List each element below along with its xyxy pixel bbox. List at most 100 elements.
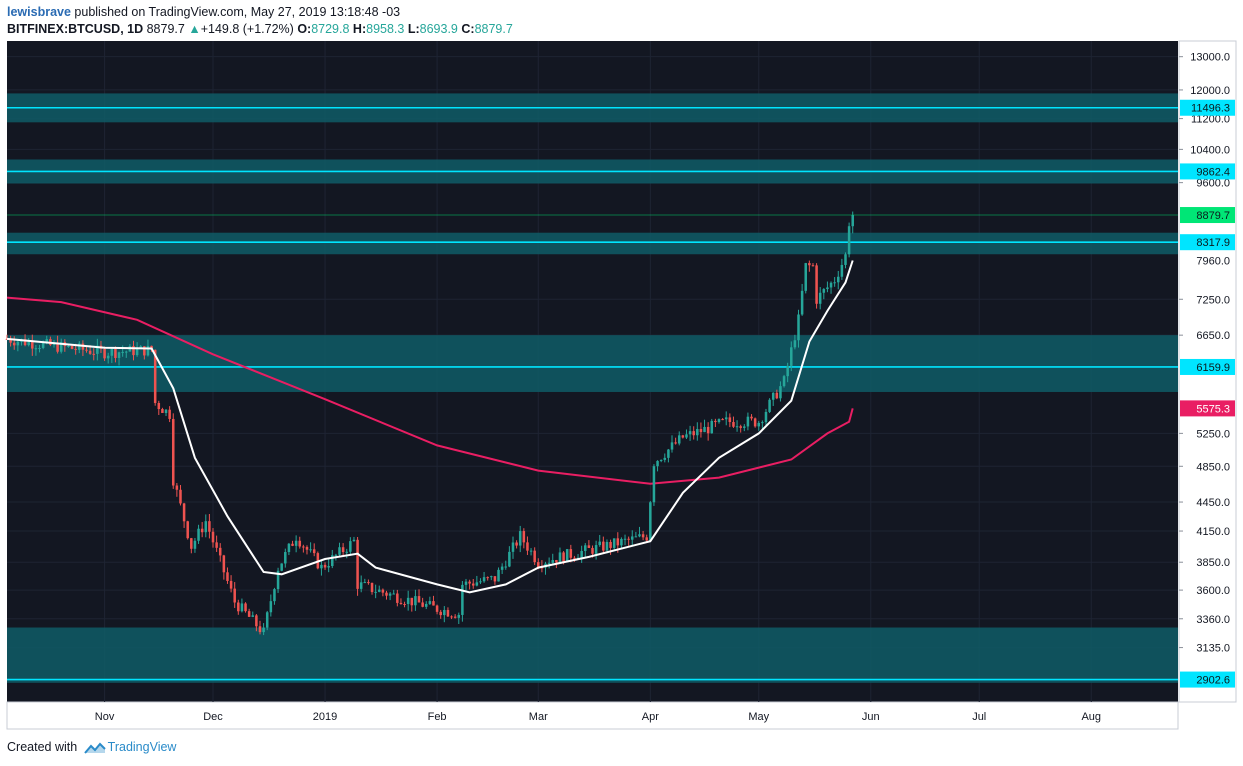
candle-body <box>500 566 504 570</box>
candle-body <box>417 596 421 603</box>
candle-body <box>121 351 124 353</box>
zone-price-label: 9862.4 <box>1196 166 1230 178</box>
candle-body <box>247 611 251 617</box>
candle-body <box>551 560 555 563</box>
candle-body <box>555 560 558 563</box>
candle-body <box>793 340 797 348</box>
y-tick-label: 3135.0 <box>1196 643 1230 655</box>
ma-price-label: 5575.3 <box>1196 403 1230 415</box>
candle-body <box>56 342 59 352</box>
candle-body <box>699 428 703 433</box>
candle-body <box>233 588 236 603</box>
y-tick-label: 4850.0 <box>1196 461 1230 473</box>
candle-body <box>656 460 659 467</box>
ema-price-tag <box>1180 252 1235 269</box>
candle-body <box>837 276 840 283</box>
candle-body <box>164 409 168 414</box>
candle-body <box>45 339 49 343</box>
candle-body <box>374 591 377 593</box>
candle-body <box>811 265 815 267</box>
zone-price-tag <box>1180 358 1235 375</box>
zone-price-tag <box>1180 234 1235 251</box>
candle-body <box>186 521 189 539</box>
x-tick-label: Feb <box>428 711 447 723</box>
candle-body <box>208 521 211 532</box>
resistance-zone <box>7 232 1178 255</box>
candle-body <box>493 576 497 582</box>
candle-body <box>764 411 768 423</box>
candle-body <box>367 582 370 584</box>
candle-body <box>768 399 771 412</box>
candle-body <box>688 431 692 435</box>
candle-body <box>27 341 30 346</box>
candle-body <box>479 581 482 583</box>
candle-body <box>106 355 110 359</box>
candle-body <box>92 353 96 355</box>
candle-body <box>844 254 847 265</box>
zone-price-tag <box>1180 99 1235 116</box>
candle-body <box>471 583 475 586</box>
last-price: 8879.7 <box>146 22 185 36</box>
candle-body <box>659 459 663 461</box>
candle-body <box>815 265 818 304</box>
candle-body <box>396 593 399 603</box>
candle-body <box>132 346 135 356</box>
y-tick-label: 10400.0 <box>1190 144 1230 156</box>
resistance-zone <box>7 335 1178 392</box>
candle-body <box>547 562 551 564</box>
candle-body <box>38 347 41 349</box>
x-tick-label: May <box>748 711 769 723</box>
candle-body <box>421 602 424 607</box>
candle-body <box>287 543 291 553</box>
candle-body <box>410 597 414 606</box>
candle-body <box>518 531 522 546</box>
y-tick-label: 7250.0 <box>1196 294 1230 306</box>
short-ema-line <box>6 260 854 594</box>
candle-body <box>565 549 569 563</box>
candle-body <box>587 545 591 548</box>
candle-body <box>240 603 244 612</box>
candle-body <box>12 342 16 346</box>
candle-body <box>88 350 92 354</box>
tradingview-brand[interactable]: TradingView <box>107 740 177 754</box>
x-tick-label: Jun <box>862 711 880 723</box>
candle-body <box>175 485 179 490</box>
low-label: L: <box>407 22 420 36</box>
candle-body <box>797 314 800 341</box>
zone-price-label: 11496.3 <box>1191 103 1230 115</box>
candle-body <box>822 289 826 293</box>
candle-body <box>125 351 128 353</box>
candle-body <box>298 540 302 547</box>
candle-body <box>435 605 439 612</box>
x-tick-label: Dec <box>203 711 223 723</box>
candle-body <box>204 521 208 533</box>
candle-body <box>569 549 573 558</box>
candle-body <box>591 547 594 554</box>
candle-body <box>645 537 648 541</box>
candle-body <box>428 601 432 604</box>
candle-body <box>334 554 338 556</box>
created-with-text: Created with <box>7 740 78 754</box>
candle-body <box>331 555 334 567</box>
tradingview-logo-icon <box>83 742 106 754</box>
candle-body <box>710 420 714 434</box>
candle-body <box>16 341 20 346</box>
candle-body <box>594 545 598 554</box>
x-tick-label: Mar <box>529 711 548 723</box>
candle-body <box>461 584 464 615</box>
candle-body <box>276 570 280 590</box>
author-name[interactable]: lewisbrave <box>7 5 71 19</box>
candle-body <box>414 596 417 606</box>
candle-body <box>309 549 312 551</box>
candle-body <box>41 342 45 348</box>
candle-body <box>652 466 656 503</box>
candle-body <box>750 416 753 419</box>
candle-body <box>732 422 735 427</box>
candle-body <box>284 552 287 564</box>
candle-body <box>222 555 226 573</box>
candle-body <box>255 615 258 627</box>
candle-body <box>327 566 330 568</box>
candle-body <box>692 431 695 436</box>
candle-body <box>70 345 74 349</box>
